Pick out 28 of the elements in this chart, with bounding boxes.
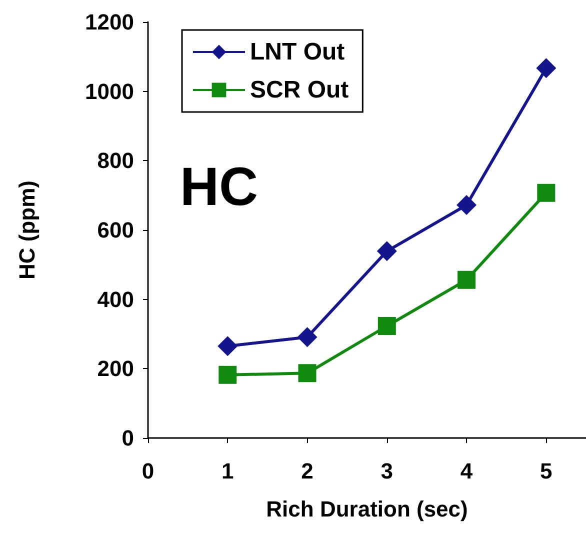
x-tick-label: 5 — [540, 458, 552, 484]
y-tick-label: 1000 — [85, 78, 134, 104]
point — [458, 270, 476, 289]
point — [376, 241, 397, 262]
y-tick-label: 1200 — [85, 10, 134, 34]
point — [218, 336, 238, 356]
y-tick-label: 200 — [97, 356, 134, 382]
x-tick-label: 4 — [460, 458, 474, 484]
legend-label: SCR Out — [250, 76, 349, 104]
x-tick-label: 1 — [222, 458, 234, 484]
point — [297, 327, 318, 348]
annotation: HC — [180, 157, 258, 217]
y-tick-label: 400 — [97, 286, 134, 312]
point — [536, 58, 556, 78]
y-tick-label: 0 — [122, 426, 134, 450]
point — [378, 317, 396, 336]
y-tick-label: 800 — [97, 148, 134, 174]
point — [537, 184, 556, 202]
point — [298, 364, 316, 382]
x-tick-label: 0 — [142, 458, 154, 484]
x-tick-label: 2 — [301, 458, 314, 484]
legend-label: LNT Out — [250, 38, 345, 66]
x-axis-title: Rich Duration (sec) — [266, 496, 468, 522]
y-axis-title: HC (ppm) — [14, 180, 40, 280]
x-tick-label: 3 — [380, 458, 394, 484]
point — [456, 195, 477, 216]
y-tick-label: 600 — [97, 218, 134, 242]
point — [218, 366, 237, 384]
